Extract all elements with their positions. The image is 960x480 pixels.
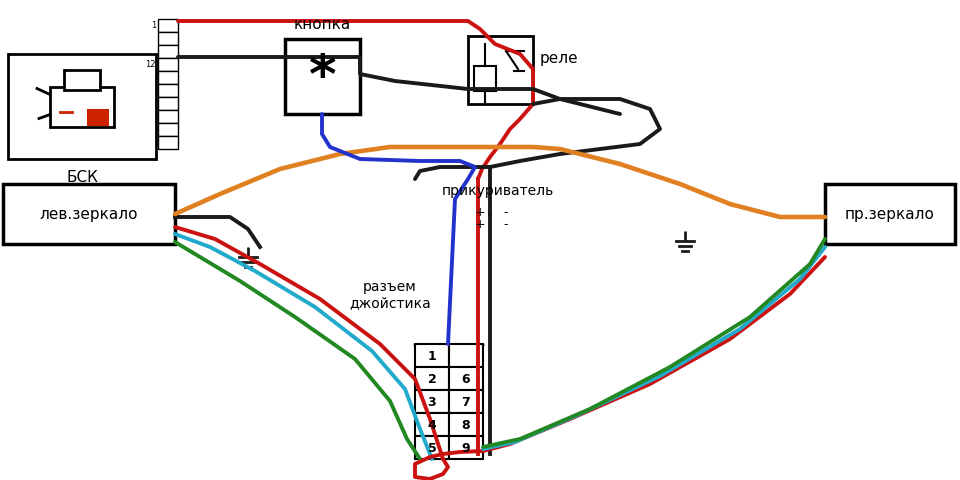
Bar [158,59,178,72]
Text: 8: 8 [462,418,470,431]
Text: -: - [504,205,508,218]
Text: 2: 2 [427,372,437,385]
Text: -: - [504,217,508,230]
Text: кнопка: кнопка [294,17,350,32]
Text: +: + [474,217,486,230]
Bar [158,46,178,59]
Bar [158,85,178,98]
Bar [415,390,449,413]
Text: лев.зеркало: лев.зеркало [39,207,138,222]
Bar [449,390,483,413]
Text: пр.зеркало: пр.зеркало [845,207,935,222]
Bar [285,40,360,115]
Bar [449,367,483,390]
Text: *: * [309,51,336,103]
Bar [158,111,178,124]
Bar [158,72,178,85]
Text: 1: 1 [427,349,437,362]
Bar [415,436,449,459]
Text: прикуриватель: прикуриватель [442,184,554,198]
Bar [449,344,483,367]
Bar [158,33,178,46]
Text: разъем
джойстика: разъем джойстика [349,279,431,309]
Bar [415,344,449,367]
Bar [8,55,156,160]
Bar [474,67,496,92]
Text: 6: 6 [462,372,470,385]
Text: 9: 9 [462,441,470,454]
Bar [50,87,114,127]
Bar [468,37,533,105]
Text: 1: 1 [151,21,156,30]
Bar [449,436,483,459]
Text: реле: реле [540,50,579,65]
Text: 5: 5 [427,441,437,454]
Text: 7: 7 [462,395,470,408]
Bar [3,185,175,244]
Bar [158,98,178,111]
Text: 3: 3 [428,395,436,408]
Text: 12: 12 [146,60,156,69]
Text: +: + [474,205,486,218]
Bar [825,185,955,244]
Bar [449,413,483,436]
Bar [415,413,449,436]
Text: 4: 4 [427,418,437,431]
Bar [87,109,109,126]
Bar [64,71,100,90]
Bar [158,20,178,33]
Bar [415,367,449,390]
Bar [158,137,178,150]
Text: БСК: БСК [66,169,98,185]
Bar [158,124,178,137]
